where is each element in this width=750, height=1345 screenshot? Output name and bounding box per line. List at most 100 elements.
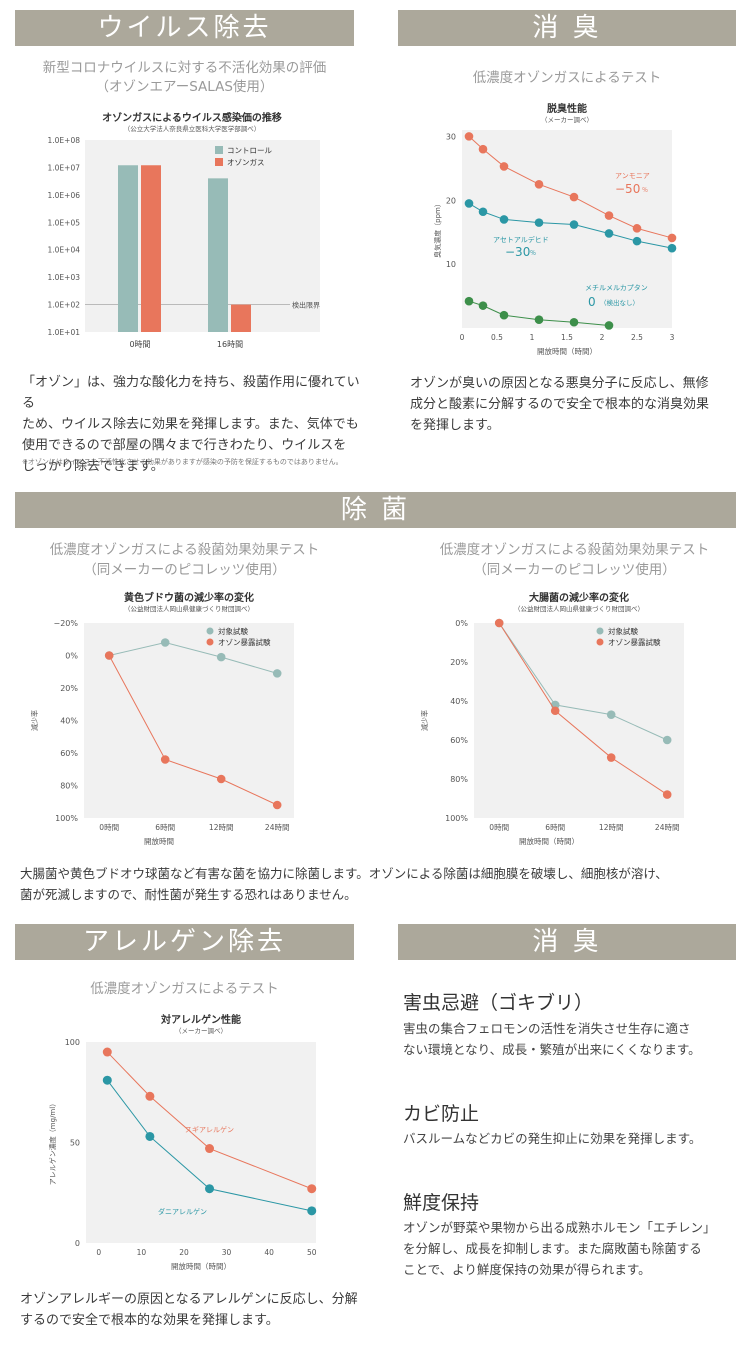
x-tick-label: 0 bbox=[460, 333, 465, 342]
virus-description: 「オゾン」は、強力な酸化力を持ち、殺菌作用に優れている ため、ウイルス除去に効果… bbox=[22, 372, 362, 477]
y-tick-label: 20 bbox=[446, 196, 456, 205]
plot-background bbox=[86, 1042, 316, 1243]
series-percent: 0 bbox=[588, 295, 596, 309]
data-point bbox=[604, 229, 614, 238]
data-point bbox=[464, 132, 474, 141]
virus-desc-line: 使用できるので部屋の隅々まで行きわたり、ウイルスを bbox=[22, 438, 347, 453]
chart-title: 大腸菌の減少率の変化 bbox=[529, 591, 629, 604]
data-point bbox=[662, 735, 672, 745]
y-tick-label: 1.0E+08 bbox=[48, 136, 81, 145]
data-point bbox=[216, 652, 226, 662]
legend-label: 対象試験 bbox=[608, 626, 638, 636]
data-point bbox=[205, 1144, 215, 1154]
deodor-desc-line: 成分と酸素に分解するので安全で根本的な消臭効果 bbox=[410, 397, 710, 412]
chart-subtitle: （メーカー調べ） bbox=[175, 1026, 227, 1035]
sterilize-desc-line: 菌が死滅しますので、耐性菌が発生する恐れはありません。 bbox=[20, 887, 357, 902]
feature-line: バスルームなどカビの発生抑止に効果を発揮します。 bbox=[403, 1131, 702, 1146]
data-point bbox=[160, 638, 170, 647]
data-point bbox=[102, 1075, 112, 1085]
x-tick-label: 12時間 bbox=[599, 823, 624, 832]
y-tick-label: 1.0E+03 bbox=[48, 273, 81, 282]
sterilize-desc-line: 大腸菌や黄色ブドオウ球菌など有害な菌を協力に除菌します。オゾンによる除菌は細胞膜… bbox=[20, 866, 668, 881]
y-tick-label: 0 bbox=[75, 1239, 80, 1248]
x-tick-label: 2.5 bbox=[631, 333, 643, 342]
data-point bbox=[667, 243, 677, 253]
data-point bbox=[534, 179, 544, 189]
freshness-desc: オゾンが野菜や果物から出る成熟ホルモン「エチレン」 を分解し、成長を抑制します。… bbox=[403, 1217, 738, 1280]
series-line-1 bbox=[108, 655, 278, 806]
sterilize-right-subtitle-2: （同メーカーのピコレッツ使用） bbox=[473, 562, 676, 578]
x-axis-label: 開放時間（時間） bbox=[171, 1261, 231, 1271]
y-axis-label: アレルゲン濃度（mg/ml） bbox=[48, 1100, 57, 1185]
freshness-title: 鮮度保持 bbox=[403, 1192, 480, 1214]
legend-marker bbox=[206, 638, 214, 646]
virus-note: ※オゾンにはウイルスを不活性化させる効果がありますが感染の予防を保証するものでは… bbox=[22, 458, 343, 466]
x-axis-label: 開放時間 bbox=[144, 836, 174, 846]
series-line-0 bbox=[498, 622, 668, 741]
data-point bbox=[499, 215, 509, 224]
data-point bbox=[550, 706, 560, 716]
x-tick-label: 24時間 bbox=[265, 823, 290, 832]
chart-subtitle: （メーカー調べ） bbox=[541, 115, 593, 124]
data-point bbox=[478, 301, 488, 310]
data-point bbox=[102, 1047, 112, 1057]
x-tick-label: 6時間 bbox=[545, 823, 565, 832]
y-tick-label: 1.0E+04 bbox=[48, 246, 81, 255]
bar-1-1 bbox=[231, 304, 251, 332]
bar-0-1 bbox=[141, 165, 161, 332]
mold-prevent-title: カビ防止 bbox=[403, 1103, 480, 1125]
y-tick-label: −20% bbox=[54, 619, 79, 628]
y-axis-label: 臭気濃度（ppm） bbox=[433, 200, 442, 258]
data-point bbox=[307, 1184, 317, 1194]
chart-title: 脱臭性能 bbox=[547, 102, 587, 115]
data-point bbox=[272, 800, 282, 810]
feature-line: 害虫の集合フェロモンの活性を消失させ生存に適さ bbox=[403, 1021, 691, 1036]
legend-swatch bbox=[215, 146, 223, 154]
y-tick-label: 1.0E+07 bbox=[48, 163, 81, 172]
staph-chart: 黄色ブドウ菌の減少率の変化 （公益財団法人岡山県健康づくり財団調べ） −20% 0% 2… bbox=[22, 588, 322, 853]
data-point bbox=[569, 220, 579, 229]
allergen-desc-line: するので安全で根本的な効果を発揮します。 bbox=[20, 1313, 279, 1328]
data-point bbox=[145, 1091, 155, 1101]
x-tick-label: 12時間 bbox=[209, 823, 234, 832]
y-tick-label: 50 bbox=[70, 1139, 80, 1148]
feature-line: ない環境となり、成長・繁殖が出来にくくなります。 bbox=[403, 1042, 701, 1057]
x-axis-label: 開放時間（時間） bbox=[519, 836, 579, 846]
y-tick-label: 60% bbox=[450, 736, 468, 745]
deodor-desc-line: オゾンが臭いの原因となる悪臭分子に反応し、無修 bbox=[410, 376, 709, 391]
series-label: ダニアレルゲン bbox=[158, 1207, 207, 1216]
y-axis-label: 減少率 bbox=[30, 710, 39, 731]
bar-1-0 bbox=[208, 178, 228, 332]
data-point bbox=[145, 1131, 155, 1141]
series-line-0 bbox=[109, 641, 278, 674]
data-point bbox=[632, 236, 642, 246]
series-percent: −50 bbox=[615, 182, 640, 196]
feature-line: ことで、より鮮度保持の効果が得られます。 bbox=[403, 1262, 651, 1277]
deodor-desc-line: を発揮します。 bbox=[410, 418, 500, 433]
x-tick-label: 0時間 bbox=[489, 823, 509, 832]
series-percent-unit: ％ bbox=[530, 250, 536, 257]
series-line-1 bbox=[498, 622, 668, 796]
virus-section-header: ウイルス除去 bbox=[15, 10, 354, 46]
series-line-0 bbox=[468, 136, 673, 239]
series-label: アセトアルデヒド bbox=[493, 235, 549, 244]
x-tick-label: 16時間 bbox=[217, 340, 243, 349]
sterilize-left-subtitle-2: （同メーカーのピコレッツ使用） bbox=[83, 562, 286, 578]
data-point bbox=[494, 618, 504, 628]
x-axis-label: 開放時間（時間） bbox=[537, 346, 597, 356]
series-percent-unit: ％ bbox=[642, 187, 648, 194]
series-percent: −30 bbox=[505, 245, 530, 259]
legend-marker bbox=[596, 627, 604, 635]
chart-subtitle: （公益財団法人岡山県健康づくり財団調べ） bbox=[124, 604, 254, 613]
chart-subtitle: （公立大学法人奈良県立医科大学医学部調べ） bbox=[124, 124, 261, 133]
data-point bbox=[160, 755, 170, 764]
plot-background bbox=[474, 623, 684, 818]
sterilize-section-header: 除 菌 bbox=[15, 492, 736, 528]
y-tick-label: 100% bbox=[55, 814, 78, 823]
y-tick-label: 30 bbox=[446, 132, 456, 141]
y-tick-label: 20% bbox=[450, 658, 468, 667]
feature-line: オゾンが野菜や果物から出る成熟ホルモン「エチレン」 bbox=[403, 1220, 716, 1235]
x-tick-label: 0時間 bbox=[99, 823, 119, 832]
series-label: アンモニア bbox=[615, 172, 650, 180]
deodor-description: オゾンが臭いの原因となる悪臭分子に反応し、無修 成分と酸素に分解するので安全で根… bbox=[410, 373, 740, 436]
